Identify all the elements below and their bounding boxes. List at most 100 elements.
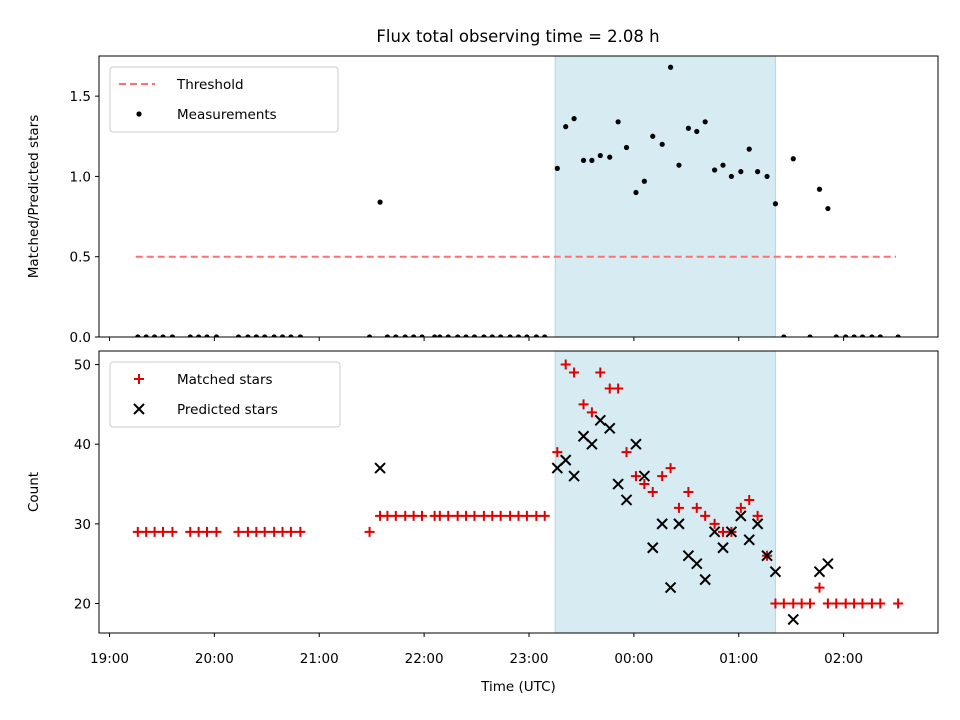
matched-star-marker	[390, 510, 401, 521]
predicted-star-marker	[638, 470, 651, 482]
measurement-point	[463, 334, 469, 337]
measurement-point	[160, 334, 166, 337]
axes-frame	[98, 350, 939, 634]
measurement-point	[288, 334, 294, 337]
measurement-point	[515, 334, 522, 337]
matched-star-marker	[639, 479, 650, 490]
x-tick-label: 21:00	[300, 651, 339, 667]
measurement-point	[432, 334, 438, 337]
matched-star-marker	[149, 526, 160, 537]
matched-star-marker	[604, 383, 615, 394]
matched-star-marker	[683, 487, 694, 497]
matched-star-marker	[788, 598, 799, 609]
measurement-point	[597, 152, 603, 159]
measurement-point	[728, 173, 734, 180]
measurement-point	[772, 201, 779, 207]
matched-star-marker	[242, 526, 253, 537]
measurement-point	[563, 124, 569, 130]
matched-star-marker	[621, 447, 632, 458]
matched-star-marker	[185, 526, 196, 537]
predicted-star-marker	[743, 534, 755, 546]
y-tick-label: 20	[74, 597, 91, 613]
matched-star-marker	[560, 359, 571, 370]
measurement-point	[507, 334, 513, 337]
measurement-point	[589, 157, 595, 163]
y-tick-label: 50	[74, 358, 91, 374]
matched-star-marker	[893, 598, 904, 609]
predicted-star-marker	[822, 557, 834, 570]
legend-label: Matched stars	[177, 372, 273, 388]
predicted-star-marker	[647, 542, 659, 554]
matched-star-marker	[251, 526, 262, 537]
matched-star-marker	[613, 383, 624, 394]
matched-star-marker	[469, 510, 480, 521]
matched-star-marker	[539, 510, 550, 521]
measurement-point	[790, 156, 796, 162]
measurement-point	[712, 167, 718, 173]
measurement-point	[607, 154, 613, 160]
series-matched-stars	[132, 359, 904, 609]
matched-star-marker	[700, 510, 711, 521]
measurement-point	[262, 334, 268, 337]
chart-title: Flux total observing time = 2.08 h	[376, 27, 659, 46]
plot-area	[132, 359, 904, 626]
measurement-point	[279, 334, 286, 337]
measurement-point	[641, 178, 647, 184]
y-tick-label: 30	[74, 517, 91, 533]
y-axis-label: Matched/Predicted stars	[26, 115, 42, 278]
measurement-point	[498, 334, 504, 337]
predicted-star-marker	[604, 422, 616, 434]
y-axis-label: Count	[26, 472, 42, 512]
predicted-star-marker	[787, 613, 799, 626]
measurement-point	[204, 334, 210, 337]
measurement-point	[253, 334, 259, 337]
legend-label: Predicted stars	[177, 402, 278, 418]
matched-star-marker	[831, 598, 842, 609]
matched-star-marker	[364, 526, 375, 537]
predicted-star-marker	[664, 581, 677, 594]
predicted-star-marker	[761, 550, 773, 562]
measurement-point	[571, 116, 577, 122]
matched-star-marker	[552, 447, 563, 458]
measurement-point	[659, 141, 665, 147]
measurement-point	[481, 334, 487, 337]
matched-star-marker	[417, 510, 428, 521]
measurement-point	[615, 119, 621, 125]
matched-star-marker	[487, 510, 498, 521]
measurement-point	[213, 334, 220, 337]
measurement-point	[489, 334, 495, 337]
matched-star-marker	[849, 598, 860, 609]
measurement-point	[667, 64, 674, 70]
measurement-point	[746, 146, 752, 152]
matched-star-marker	[513, 510, 524, 521]
y-tick-label: 1.5	[70, 89, 91, 105]
measurement-point	[685, 125, 691, 131]
matched-star-marker	[866, 598, 877, 609]
measurement-point	[676, 162, 682, 168]
matched-star-marker	[285, 526, 296, 537]
predicted-star-marker	[586, 438, 598, 450]
matched-star-marker	[193, 526, 204, 537]
matched-star-marker	[814, 582, 825, 593]
measurement-point	[702, 119, 708, 125]
matched-star-marker	[778, 598, 789, 609]
matched-star-marker	[211, 526, 222, 537]
predicted-star-marker	[568, 470, 580, 482]
measurement-point	[169, 334, 176, 337]
predicted-star-marker	[673, 518, 685, 530]
measurement-point	[196, 334, 202, 337]
x-tick-label: 19:00	[90, 651, 129, 667]
measurement-point	[833, 334, 839, 337]
matched-star-marker	[752, 510, 763, 521]
predicted-star-marker	[735, 510, 747, 522]
matched-star-marker	[167, 526, 178, 537]
predicted-star-marker	[691, 557, 703, 570]
matched-star-marker	[295, 526, 306, 537]
measurement-point	[245, 334, 251, 337]
measurement-point	[402, 334, 408, 337]
matched-star-marker	[259, 526, 270, 537]
measurement-point	[781, 334, 787, 337]
matched-star-marker	[505, 510, 516, 521]
matched-star-marker	[840, 598, 851, 609]
measurement-point	[384, 334, 391, 337]
